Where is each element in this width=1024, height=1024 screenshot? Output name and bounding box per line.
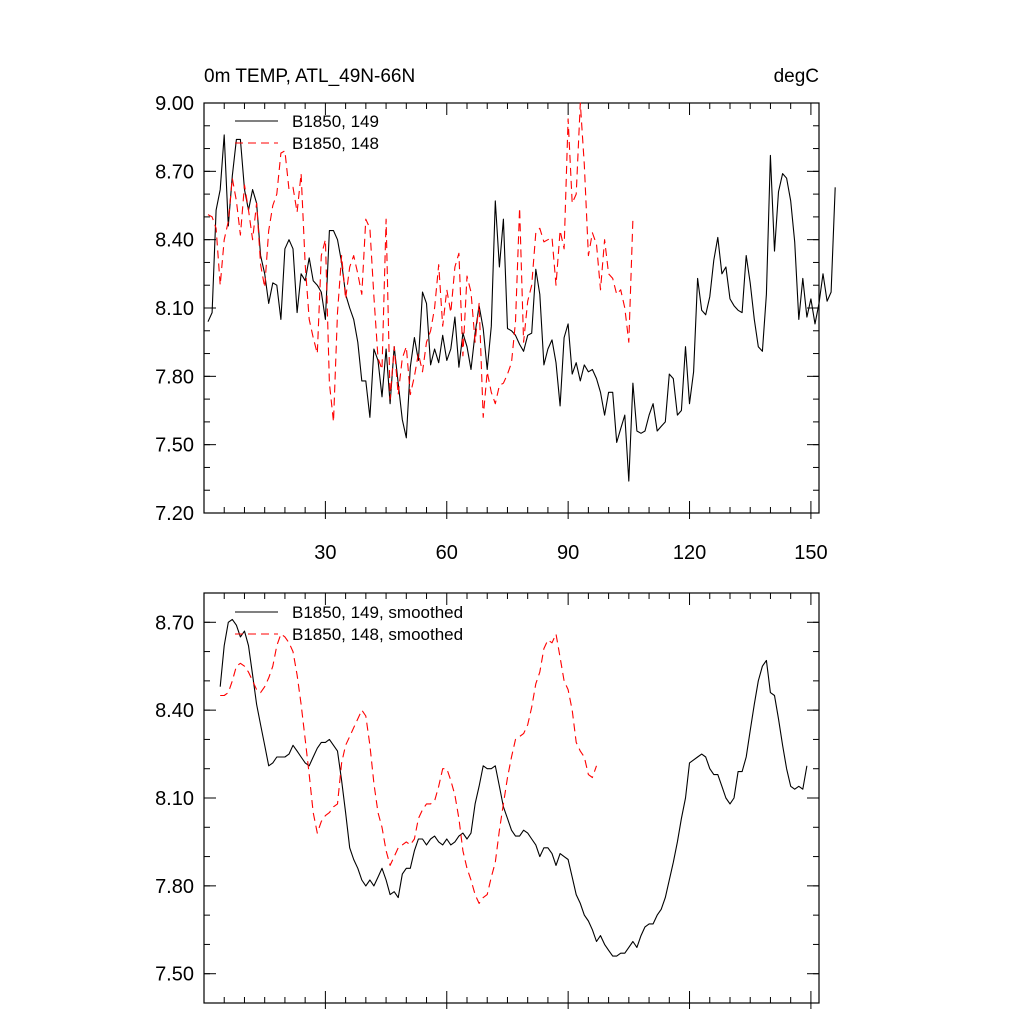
top-axis-ticks: 7.20 7.50 7.80 8.10 8.40 8.70 9.00 30 60 90 120 150	[155, 93, 828, 564]
top-y-tick-label: 7.20	[155, 503, 194, 525]
top-series-group	[207, 102, 836, 482]
bottom-y-tick-label: 7.50	[155, 964, 194, 986]
top-y-tick-label: 8.10	[155, 298, 194, 320]
top-y-tick-label: 7.50	[155, 435, 194, 457]
bottom-y-tick-label: 8.10	[155, 788, 194, 810]
top-plot-frame	[203, 102, 820, 514]
bottom-plot-frame	[203, 592, 820, 1004]
top-x-tick-label: 90	[557, 542, 579, 564]
top-legend: B1850, 149 B1850, 148	[235, 112, 379, 153]
top-panel: 0m TEMP, ATL_49N-66N degC 7.20 7.50 7.80 8.…	[155, 66, 836, 564]
top-legend-label-149: B1850, 149	[292, 112, 379, 131]
bottom-series-group	[219, 618, 808, 957]
top-y-tick-label: 7.80	[155, 366, 194, 388]
bottom-legend-label-148: B1850, 148, smoothed	[292, 625, 463, 644]
bottom-legend: B1850, 149, smoothed B1850, 148, smoothe…	[235, 603, 463, 644]
top-title-left: 0m TEMP, ATL_49N-66N	[204, 66, 415, 87]
bottom-series-line-1	[220, 633, 598, 904]
bottom-axis-ticks: 7.50 7.80 8.10 8.40 8.70	[155, 592, 819, 1009]
bottom-y-tick-label: 7.80	[155, 876, 194, 898]
top-title-right: degC	[774, 66, 819, 87]
bottom-legend-label-149: B1850, 149, smoothed	[292, 603, 463, 622]
top-y-tick-label: 8.40	[155, 230, 194, 252]
top-x-tick-label: 60	[436, 542, 458, 564]
top-series-line-1	[207, 102, 634, 423]
top-y-tick-label: 9.00	[155, 93, 194, 115]
bottom-panel: 7.50 7.80 8.10 8.40 8.70 B1850, 149, smoothe…	[155, 592, 820, 1009]
top-x-tick-label: 150	[794, 542, 827, 564]
top-x-tick-label: 30	[314, 542, 336, 564]
top-y-tick-label: 8.70	[155, 161, 194, 183]
bottom-y-tick-label: 8.40	[155, 700, 194, 722]
top-series-line-0	[207, 134, 836, 482]
top-legend-label-148: B1850, 148	[292, 134, 379, 153]
top-x-tick-label: 120	[673, 542, 706, 564]
bottom-series-line-0	[219, 618, 808, 957]
bottom-y-tick-label: 8.70	[155, 612, 194, 634]
